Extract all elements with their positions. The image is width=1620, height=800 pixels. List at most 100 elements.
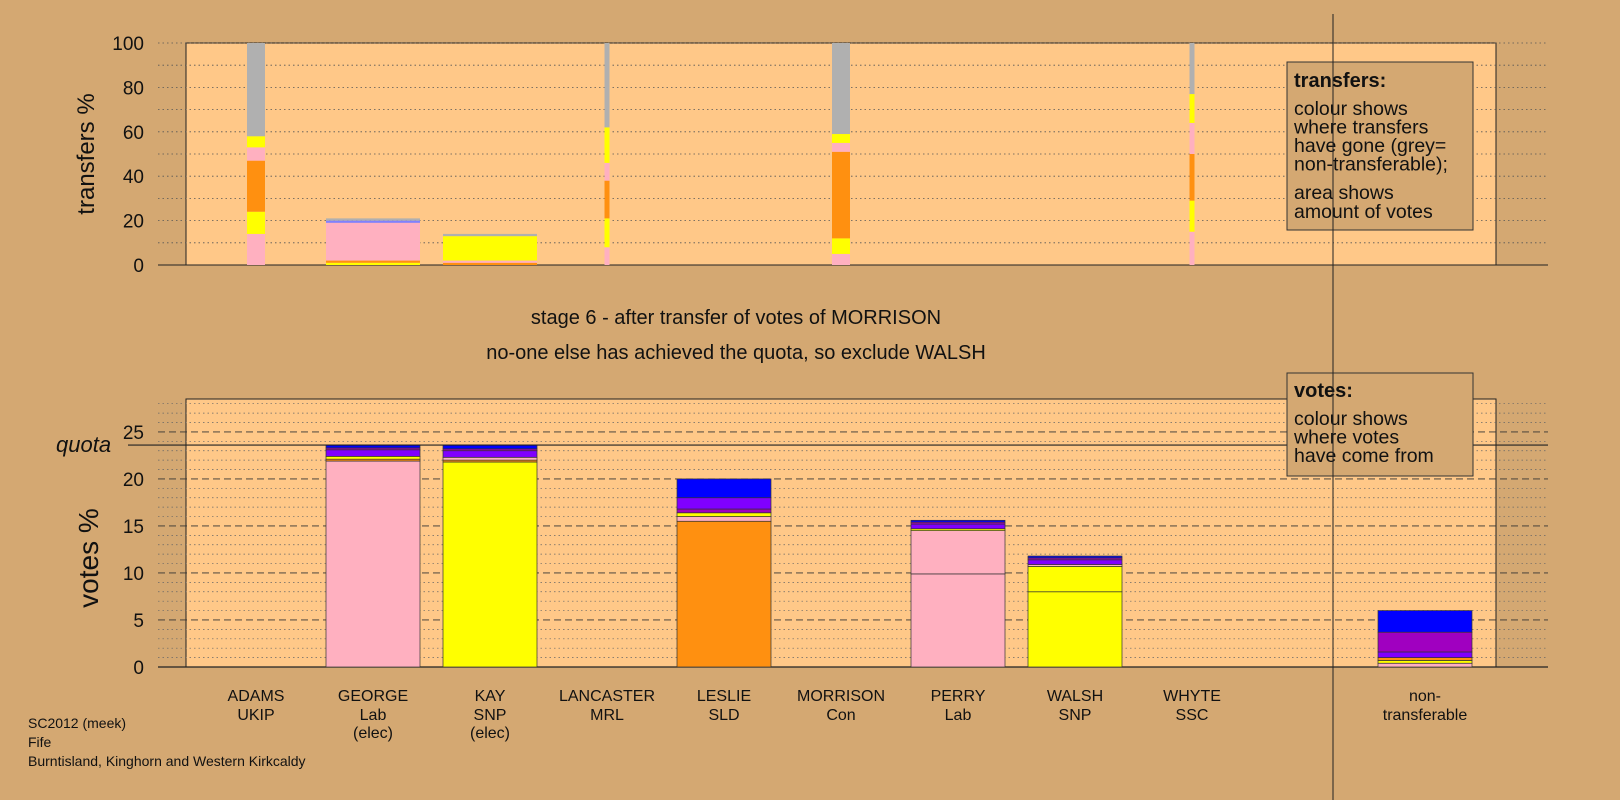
- vote-segment: [1027, 555, 1123, 559]
- transfer-segment: [832, 142, 850, 152]
- votes-y-tick-label: 20: [123, 470, 144, 491]
- candidate-status-label: (elec): [353, 725, 393, 742]
- votes-y-tick-label: 5: [133, 611, 144, 632]
- candidate-party-label: Lab: [360, 707, 387, 724]
- source-ward: Burntisland, Kinghorn and Western Kirkca…: [28, 753, 306, 769]
- candidate-party-label: UKIP: [237, 707, 274, 724]
- votes-legend-text: colour shows: [1294, 408, 1408, 430]
- transfers-y-tick-label: 20: [123, 212, 144, 233]
- transfer-segment: [247, 211, 265, 234]
- candidate-name-label: PERRY: [931, 688, 986, 705]
- candidate-name-label: MORRISON: [797, 688, 885, 705]
- transfers-y-tick-label: 40: [123, 167, 144, 188]
- vote-segment: [325, 460, 421, 668]
- votes-y-tick-label: 15: [123, 517, 144, 538]
- candidate-party-label: Lab: [945, 707, 972, 724]
- vote-segment: [1377, 631, 1473, 653]
- transfer-segment: [832, 238, 850, 254]
- votes-y-axis-label: votes %: [73, 508, 104, 608]
- source-method: SC2012 (meek): [28, 715, 127, 731]
- vote-segment: [1377, 657, 1473, 661]
- transfer-segment: [443, 236, 537, 261]
- votes-legend-text: have come from: [1294, 445, 1434, 467]
- transfer-segment: [247, 136, 265, 148]
- transfer-segment: [604, 43, 610, 128]
- transfers-legend-box: [1286, 61, 1474, 231]
- transfer-segment: [443, 260, 537, 263]
- candidate-status-label: (elec): [470, 725, 510, 742]
- transfer-segment: [1189, 122, 1195, 154]
- transfer-segment: [604, 127, 610, 163]
- transfers-legend-text: non-transferable);: [1294, 154, 1448, 176]
- stage-caption: stage 6 - after transfer of votes of MOR…: [531, 307, 941, 329]
- vote-segment: [442, 461, 538, 668]
- votes-legend-text: where votes: [1293, 427, 1399, 449]
- vote-segment: [910, 530, 1006, 575]
- candidate-party-label: SSC: [1176, 707, 1209, 724]
- transfer-segment: [1189, 94, 1195, 123]
- transfers-y-axis-label: transfers %: [73, 93, 100, 214]
- candidate-party-label: SNP: [474, 707, 507, 724]
- vote-segment: [1027, 559, 1123, 565]
- vote-segment: [1377, 610, 1473, 633]
- candidate-party-label: Con: [826, 707, 855, 724]
- vote-segment: [1377, 660, 1473, 664]
- candidate-name-label: GEORGE: [338, 688, 408, 705]
- vote-segment: [442, 456, 538, 461]
- vote-segment: [1027, 566, 1123, 593]
- transfer-segment: [832, 151, 850, 239]
- transfer-segment: [832, 134, 850, 143]
- transfer-segment: [247, 160, 265, 212]
- transfer-segment: [247, 147, 265, 161]
- vote-segment: [1377, 651, 1473, 658]
- transfer-segment: [832, 43, 850, 135]
- transfer-segment: [832, 253, 850, 265]
- candidate-name-label: non-: [1409, 688, 1441, 705]
- candidate-name-label: WHYTE: [1163, 688, 1221, 705]
- vote-segment: [325, 449, 421, 457]
- transfer-segment: [604, 247, 610, 265]
- candidate-party-label: SNP: [1059, 707, 1092, 724]
- vote-segment: [676, 520, 772, 668]
- vote-segment: [1377, 662, 1473, 668]
- transfers-legend-text: where transfers: [1293, 117, 1429, 139]
- vote-segment: [676, 508, 772, 514]
- transfers-legend-text: area shows: [1294, 182, 1394, 204]
- vote-segment: [910, 573, 1006, 668]
- transfer-segment: [443, 233, 537, 237]
- votes-legend-box: [1286, 372, 1474, 477]
- candidate-name-label: ADAMS: [228, 688, 285, 705]
- vote-segment: [325, 456, 421, 460]
- vote-segment: [1027, 591, 1123, 668]
- vote-segment: [676, 516, 772, 522]
- vote-segment: [676, 512, 772, 517]
- transfer-segment: [326, 220, 420, 223]
- transfer-segment: [604, 180, 610, 219]
- candidate-name-label: LANCASTER: [559, 688, 655, 705]
- transfer-segment: [1189, 200, 1195, 232]
- transfer-segment: [604, 218, 610, 248]
- votes-legend-title: votes:: [1294, 380, 1353, 402]
- candidate-name-label: KAY: [475, 688, 506, 705]
- transfers-y-tick-label: 100: [112, 34, 144, 55]
- transfer-segment: [443, 262, 537, 265]
- transfer-segment: [326, 260, 420, 263]
- transfer-segment: [604, 162, 610, 181]
- transfer-segment: [326, 262, 420, 265]
- candidate-party-label: SLD: [708, 707, 739, 724]
- vote-segment: [442, 450, 538, 458]
- source-info: SC2012 (meek) Fife Burntisland, Kinghorn…: [28, 714, 306, 771]
- transfer-segment: [326, 218, 420, 221]
- transfer-segment: [1189, 154, 1195, 201]
- transfers-legend-text: have gone (grey=: [1294, 135, 1446, 157]
- candidate-party-label: transferable: [1383, 707, 1468, 724]
- transfers-legend-text: amount of votes: [1294, 201, 1433, 223]
- candidate-name-label: WALSH: [1047, 688, 1103, 705]
- candidate-party-label: MRL: [590, 707, 624, 724]
- votes-y-tick-label: 25: [123, 423, 144, 444]
- transfer-segment: [247, 233, 265, 265]
- transfers-y-tick-label: 0: [133, 256, 144, 277]
- vote-segment: [676, 497, 772, 510]
- votes-y-tick-label: 0: [133, 658, 144, 679]
